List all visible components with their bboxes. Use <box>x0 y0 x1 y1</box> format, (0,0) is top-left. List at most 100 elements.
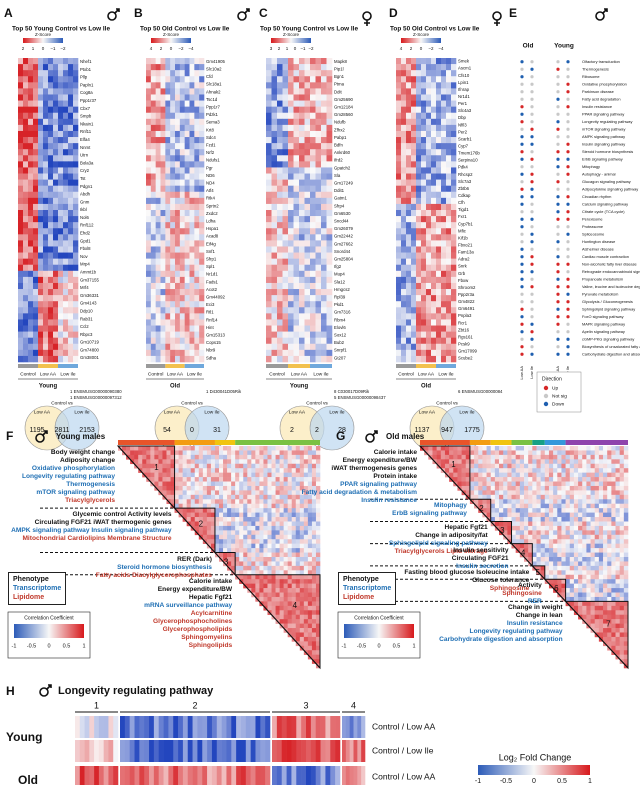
heat-cell <box>38 137 44 144</box>
heat-cell <box>326 234 333 241</box>
heat-cell <box>33 70 39 77</box>
direction-dot <box>556 165 560 169</box>
heat-cell <box>179 185 185 193</box>
heat-cell <box>255 494 260 500</box>
heat-cell <box>73 179 79 186</box>
heat-cell <box>515 459 521 465</box>
age-label: Young <box>290 384 309 390</box>
heat-cell <box>48 301 54 308</box>
pathway-label: Parkinson disease <box>582 89 614 94</box>
heat-cell <box>165 349 171 357</box>
heat-cell <box>469 454 475 460</box>
gene-label: Sla <box>334 173 341 178</box>
heat-cell <box>227 552 232 558</box>
heat-cell <box>23 106 29 114</box>
heat-cell <box>150 246 156 253</box>
heat-cell <box>287 534 293 540</box>
heat-cell <box>68 295 74 302</box>
heat-cell <box>277 88 283 95</box>
heat-cell <box>411 118 417 126</box>
heat-cell <box>401 185 407 193</box>
heat-cell <box>611 503 616 509</box>
heat-cell <box>307 628 313 633</box>
heat-cell <box>426 270 432 278</box>
heat-cell <box>190 490 196 496</box>
heat-cell <box>271 70 278 77</box>
heat-cell <box>304 179 311 186</box>
heat-cell <box>436 276 442 284</box>
heat-cell <box>170 167 176 174</box>
heat-cell <box>421 58 427 65</box>
gene-label: Adra2 <box>458 257 470 262</box>
heat-cell <box>23 331 29 338</box>
cluster-number: 2 <box>199 520 204 529</box>
heat-cell <box>303 628 309 633</box>
gene-label: Ptma <box>334 82 345 87</box>
heat-cell <box>170 289 176 296</box>
heat-cell <box>174 477 179 482</box>
heat-cell <box>194 450 200 456</box>
heat-cell <box>623 450 629 456</box>
heat-cell <box>63 179 69 186</box>
heat-cell <box>303 610 309 616</box>
gene-label: Per1 <box>458 101 468 106</box>
heat-cell <box>146 301 152 308</box>
heat-cell <box>170 191 176 199</box>
heat-cell <box>155 185 161 193</box>
heat-cell <box>150 179 156 186</box>
heat-cell <box>287 552 293 558</box>
heat-cell <box>548 521 554 527</box>
heat-cell <box>235 454 240 460</box>
heat-cell <box>303 579 309 584</box>
heat-cell <box>239 508 244 513</box>
heat-cell <box>28 82 34 89</box>
heat-cell <box>406 203 412 211</box>
heat-cell <box>295 570 301 576</box>
heat-cell <box>23 58 29 65</box>
heat-cell <box>451 355 457 363</box>
heat-cell <box>441 88 447 95</box>
heat-cell <box>426 289 432 296</box>
heat-cell <box>146 307 152 314</box>
direction-dot <box>566 225 570 229</box>
heat-cell <box>532 450 537 456</box>
pathway-label: Longevity regulating pathway <box>582 119 632 124</box>
heat-cell <box>287 468 293 473</box>
heat-cell <box>43 282 49 290</box>
heat-cell <box>511 472 516 478</box>
heat-cell <box>48 319 54 326</box>
heat-cell <box>431 94 437 101</box>
heat-cell <box>33 149 39 156</box>
heat-cell <box>170 100 176 107</box>
heat-cell <box>416 167 422 174</box>
heat-cell <box>532 503 537 509</box>
heat-cell <box>267 601 272 607</box>
heat-cell <box>184 325 190 332</box>
heat-cell <box>449 450 454 456</box>
heat-cell <box>431 173 437 180</box>
heat-cell <box>277 240 283 247</box>
gene-label: Nnmt <box>80 145 91 150</box>
heat-cell <box>451 100 457 107</box>
heat-cell <box>23 155 29 162</box>
heat-cell <box>166 494 171 500</box>
heat-cell <box>210 481 216 487</box>
heat-cell <box>326 70 333 77</box>
venn-label: Control vs <box>181 400 203 406</box>
heat-cell <box>291 508 297 513</box>
heat-cell <box>299 343 305 351</box>
gene-label: Sema3 <box>206 120 220 125</box>
heat-cell <box>299 477 305 482</box>
heat-cell <box>165 155 171 162</box>
heat-cell <box>411 173 417 180</box>
heat-cell <box>73 185 79 193</box>
heat-cell <box>198 463 204 469</box>
heat-cell <box>165 331 171 338</box>
gene-label: Ascm1 <box>458 66 472 71</box>
heat-cell <box>315 106 322 114</box>
heat-cell <box>243 543 248 549</box>
heat-cell <box>68 76 74 83</box>
heat-cell <box>184 301 190 308</box>
heat-cell <box>63 191 69 199</box>
group-label: Low Ile <box>313 371 329 377</box>
